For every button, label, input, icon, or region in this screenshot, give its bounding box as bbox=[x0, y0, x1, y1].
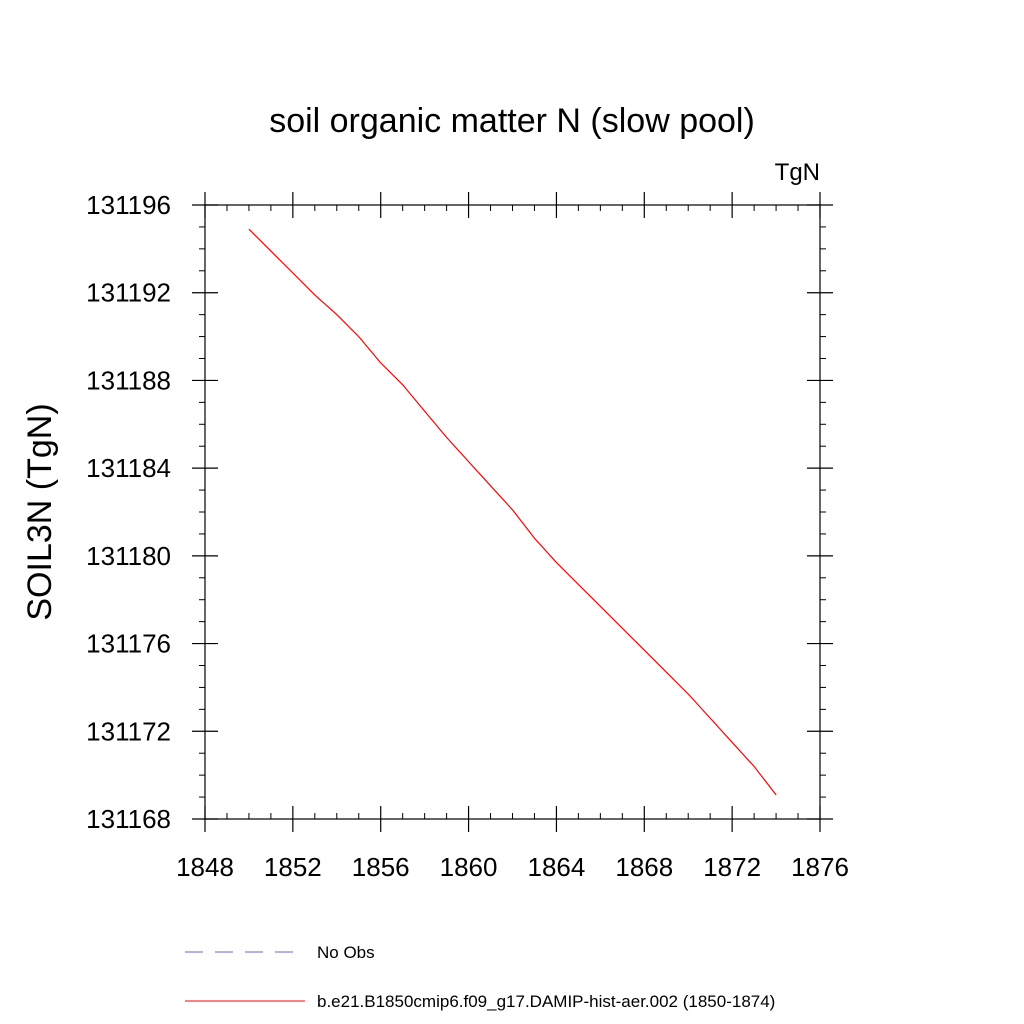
series-line-1 bbox=[248, 228, 777, 796]
units-label: TgN bbox=[775, 159, 820, 186]
y-tick-label: 131192 bbox=[86, 278, 171, 308]
y-tick-label: 131180 bbox=[86, 541, 171, 571]
y-tick-label: 131188 bbox=[86, 365, 171, 395]
y-axis-label: SOIL3N (TgN) bbox=[21, 403, 59, 620]
x-tick-label: 1876 bbox=[791, 852, 849, 882]
chart-title: soil organic matter N (slow pool) bbox=[269, 102, 755, 140]
x-tick-label: 1848 bbox=[176, 852, 234, 882]
plot-frame bbox=[204, 204, 821, 820]
x-tick-label: 1872 bbox=[703, 852, 761, 882]
y-tick-label: 131168 bbox=[86, 804, 171, 834]
x-tick-label: 1856 bbox=[352, 852, 410, 882]
y-tick-label: 131172 bbox=[86, 716, 171, 746]
x-tick-label: 1868 bbox=[615, 852, 673, 882]
y-tick-label: 131176 bbox=[86, 629, 171, 659]
x-tick-label: 1852 bbox=[264, 852, 322, 882]
legend-label-0: No Obs bbox=[317, 943, 375, 962]
y-tick-label: 131184 bbox=[86, 453, 171, 483]
legend-label-1: b.e21.B1850cmip6.f09_g17.DAMIP-hist-aer.… bbox=[317, 992, 775, 1011]
x-tick-label: 1864 bbox=[528, 852, 586, 882]
y-tick-label: 131196 bbox=[86, 190, 171, 220]
x-tick-label: 1860 bbox=[440, 852, 498, 882]
